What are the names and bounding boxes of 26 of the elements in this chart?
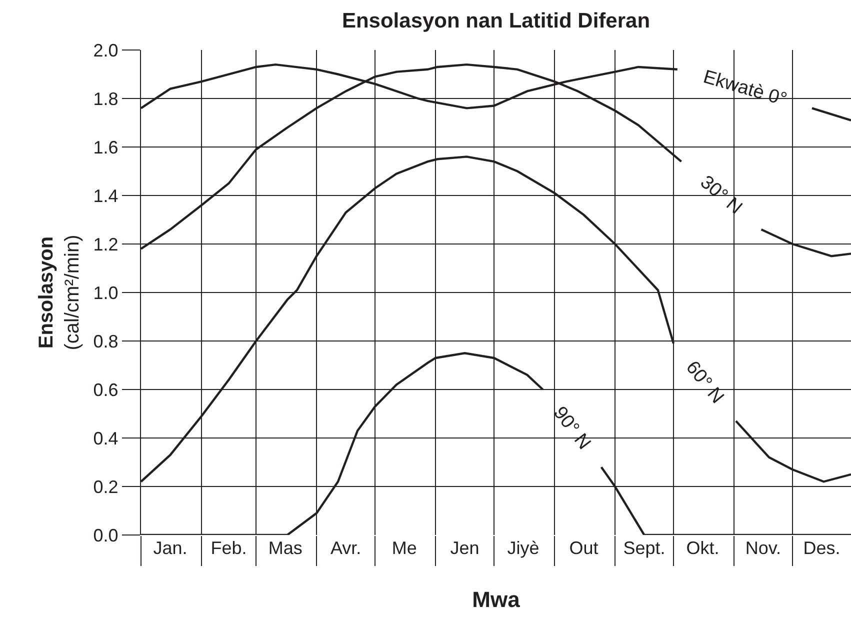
x-axis-title: Mwa — [472, 586, 521, 612]
y-tick-label: 1.2 — [93, 234, 118, 254]
y-tick-label: 2.0 — [93, 40, 118, 60]
y-tick-label: 1.4 — [93, 186, 118, 206]
x-tick-label: Des. — [803, 538, 840, 558]
chart-title: Ensolasyon nan Latitid Diferan — [342, 9, 650, 32]
x-tick-label: Jiyè — [507, 538, 540, 558]
x-tick-label: Sept. — [623, 538, 666, 558]
x-tick-label: Out — [569, 538, 598, 558]
x-tick-label: Jen — [450, 538, 480, 558]
y-tick-label: 0.8 — [93, 331, 118, 352]
x-tick-label: Nov. — [745, 538, 782, 558]
y-tick-label: 1.6 — [93, 137, 118, 158]
y-tick-label: 1.0 — [93, 282, 118, 303]
y-tick-label: 0.2 — [93, 476, 118, 497]
x-tick-label: Feb. — [210, 538, 247, 558]
y-axis-title: Ensolasyon (cal/cm²/min) — [36, 234, 84, 350]
x-tick-label: Avr. — [330, 538, 362, 558]
y-tick-label: 1.8 — [93, 88, 118, 109]
x-tick-label: Jan. — [153, 538, 188, 558]
x-tick-label: Okt. — [686, 538, 720, 558]
y-tick-label: 0.0 — [93, 525, 118, 546]
x-tick-label: Me — [392, 538, 417, 558]
y-tick-label: 0.6 — [93, 380, 118, 400]
y-tick-label: 0.4 — [93, 428, 118, 448]
x-tick-label: Mas — [268, 538, 302, 558]
